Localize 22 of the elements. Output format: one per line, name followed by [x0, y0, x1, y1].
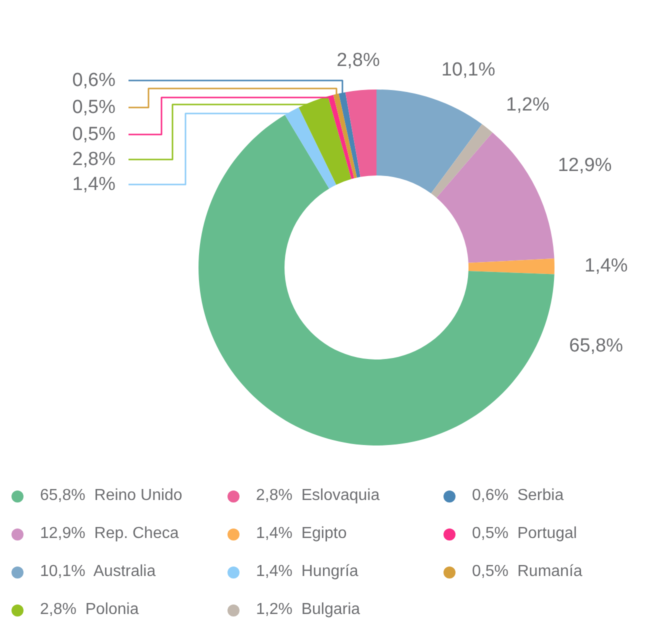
legend-label: 0,5% Rumanía — [472, 563, 584, 581]
data-label: 2,8% — [336, 50, 380, 71]
data-label: 2,8% — [72, 149, 116, 170]
legend-label: 0,6% Serbia — [472, 487, 565, 505]
data-label: 1,2% — [506, 94, 550, 116]
legend-label: 2,8% Eslovaquia — [256, 487, 381, 505]
legend-label: 10,1% Australia — [40, 563, 157, 581]
legend-label: 2,8% Polonia — [40, 601, 140, 619]
data-label: 0,6% — [72, 70, 116, 91]
data-label: 10,1% — [441, 59, 496, 80]
data-label: 65,8% — [569, 335, 624, 356]
legend-label: 0,5% Portugal — [472, 525, 578, 543]
legend-label: 65,8% Reino Unido — [40, 487, 184, 505]
legend-label: 1,4% Egipto — [256, 525, 348, 543]
data-label: 0,5% — [72, 97, 116, 118]
data-label: 1,4% — [72, 174, 116, 195]
legend-label: 1,2% Bulgaria — [256, 601, 362, 619]
legend-label: 12,9% Rep. Checa — [40, 525, 180, 543]
data-label: 12,9% — [558, 155, 612, 176]
legend-label: 1,4% Hungría — [256, 563, 360, 581]
data-label: 0,5% — [72, 124, 116, 145]
data-label: 1,4% — [584, 256, 628, 277]
